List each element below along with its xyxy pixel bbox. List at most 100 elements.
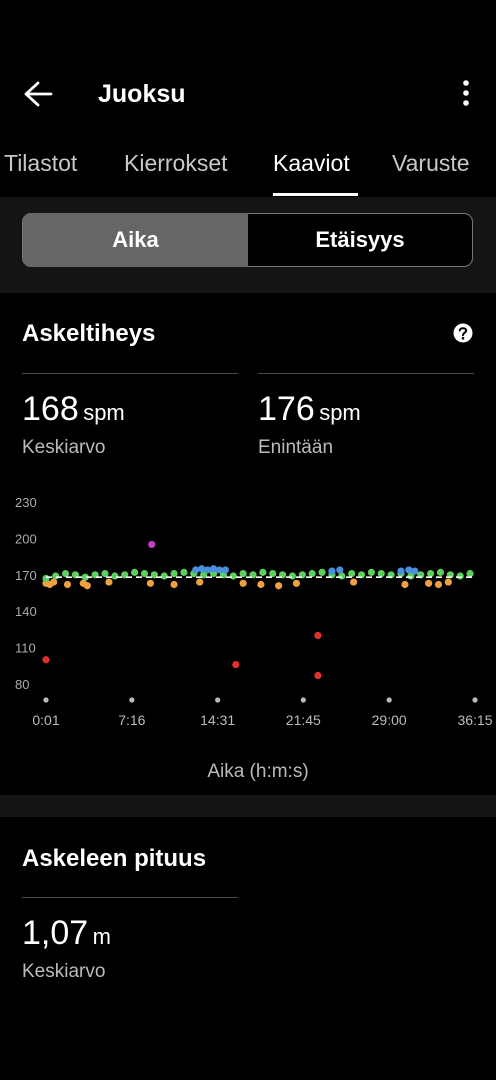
- data-point: [397, 567, 405, 575]
- stat: 168 spm: [22, 390, 125, 429]
- data-point: [308, 569, 316, 578]
- data-point: [170, 569, 178, 578]
- segment[interactable]: Etäisyys: [315, 227, 405, 252]
- x-tick-mark: [43, 697, 49, 703]
- x-axis-label: Aika (h:m:s): [207, 761, 308, 782]
- data-point: [209, 565, 218, 573]
- data-point: [367, 568, 376, 576]
- data-point: [140, 569, 149, 578]
- data-point: [314, 631, 322, 640]
- section-gap: [0, 795, 496, 817]
- data-point: [81, 573, 89, 581]
- data-point: [148, 540, 156, 549]
- data-point: [170, 580, 178, 589]
- x-tick-mark: [300, 697, 306, 703]
- data-point: [229, 572, 237, 580]
- data-point: [50, 578, 58, 586]
- data-point: [411, 567, 419, 575]
- section-title: Askeleen pituus: [22, 845, 207, 872]
- data-point: [275, 582, 283, 590]
- data-point: [257, 580, 265, 589]
- y-tick-label: 200: [15, 531, 37, 546]
- tab[interactable]: Kierrokset: [124, 150, 228, 176]
- data-point: [466, 569, 474, 578]
- data-point: [456, 572, 464, 580]
- data-point: [288, 572, 297, 580]
- stat-unit: spm: [319, 400, 361, 425]
- stat-unit: spm: [83, 400, 125, 425]
- stat-value: 176: [258, 390, 315, 428]
- x-tick-label: 29:00: [372, 712, 407, 728]
- data-point: [63, 580, 72, 589]
- data-point: [42, 574, 50, 583]
- data-point: [318, 568, 326, 576]
- data-point: [350, 578, 358, 586]
- data-point: [328, 567, 336, 575]
- x-tick-mark: [129, 697, 135, 703]
- tab-active[interactable]: Kaaviot: [273, 150, 350, 176]
- stat-value: 1,07: [22, 914, 89, 952]
- stat-value: 168: [22, 390, 79, 428]
- x-tick-label: 0:01: [32, 712, 59, 728]
- data-point: [427, 569, 435, 578]
- tab[interactable]: Varuste: [392, 150, 470, 176]
- data-point: [111, 572, 119, 580]
- data-point: [444, 578, 452, 586]
- data-point: [42, 656, 50, 664]
- data-point: [83, 582, 91, 590]
- stat-unit: m: [92, 924, 111, 949]
- data-point: [239, 579, 247, 587]
- stat-label: Enintään: [258, 437, 334, 458]
- data-point: [204, 566, 212, 574]
- stat: 1,07 m: [22, 914, 111, 953]
- data-point: [131, 568, 139, 576]
- data-point: [269, 569, 277, 578]
- x-tick-label: 7:16: [118, 712, 145, 728]
- data-point: [348, 569, 356, 578]
- tab-underline: [273, 193, 358, 196]
- tab[interactable]: Tilastot: [4, 150, 78, 176]
- help-button[interactable]: [453, 323, 473, 343]
- data-point: [146, 579, 154, 587]
- section-title: Askeltiheys: [22, 320, 156, 347]
- data-point: [52, 572, 60, 580]
- y-tick-label: 110: [15, 641, 36, 656]
- data-point: [434, 580, 443, 589]
- page-title: Juoksu: [98, 80, 186, 108]
- data-point: [259, 568, 267, 576]
- stat: 176 spm: [258, 390, 361, 429]
- data-point: [180, 568, 188, 576]
- segment-selected[interactable]: Aika: [23, 213, 248, 267]
- data-point: [314, 671, 322, 680]
- x-tick-label: 36:15: [457, 712, 492, 728]
- cadence-chart: Aika (h:m:s) 80 110 140 170 200 230 0:01 7:16 14…: [15, 495, 493, 782]
- data-point: [160, 572, 168, 580]
- data-point: [425, 579, 433, 587]
- data-point: [239, 569, 247, 578]
- data-point: [61, 569, 70, 578]
- divider: [22, 373, 238, 374]
- data-point: [292, 579, 301, 587]
- data-point: [405, 566, 413, 574]
- x-tick-label: 14:31: [200, 712, 235, 728]
- data-point: [196, 578, 204, 586]
- data-point: [105, 578, 113, 586]
- y-tick-label: 170: [15, 568, 37, 583]
- x-tick-label: 21:45: [286, 712, 321, 728]
- data-point: [232, 660, 240, 669]
- stat-label: Keskiarvo: [22, 437, 106, 458]
- data-point: [401, 580, 409, 589]
- divider: [22, 897, 238, 898]
- x-tick-mark: [215, 697, 221, 703]
- x-tick-mark: [472, 697, 478, 703]
- back-button[interactable]: [20, 80, 56, 108]
- data-point: [436, 568, 445, 576]
- menu-button[interactable]: [456, 78, 476, 110]
- data-point: [221, 566, 229, 574]
- y-tick-label: 80: [15, 677, 29, 692]
- stat-label: Keskiarvo: [22, 961, 106, 982]
- data-point: [377, 569, 385, 578]
- x-tick-mark: [386, 697, 392, 703]
- data-point: [336, 566, 344, 574]
- data-point: [101, 569, 109, 578]
